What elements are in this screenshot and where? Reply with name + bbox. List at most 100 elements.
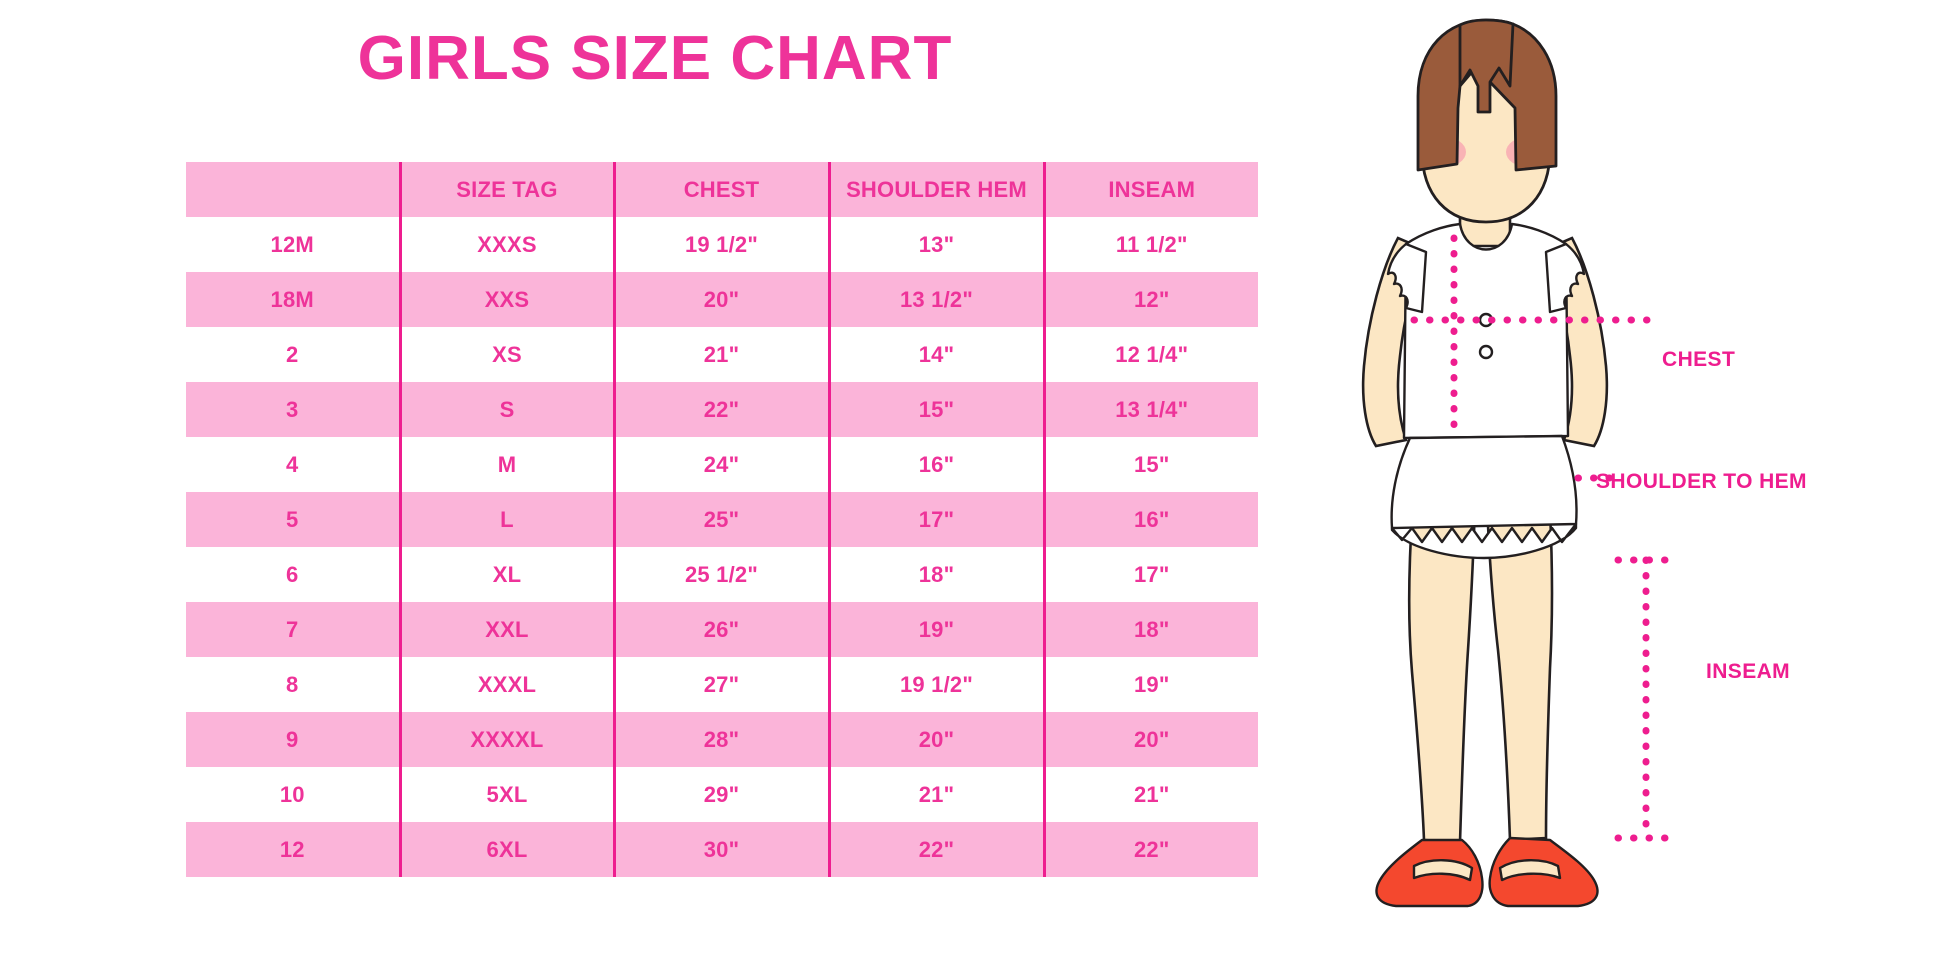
table-row: 18M XXS 20" 13 1/2" 12" bbox=[186, 272, 1258, 327]
annotation-label-inseam: INSEAM bbox=[1706, 660, 1791, 683]
cell-size: 10 bbox=[186, 767, 400, 822]
hair-group bbox=[1416, 18, 1558, 172]
cell-inseam: 12 1/4" bbox=[1042, 327, 1258, 382]
cell-shoulder-hem: 13" bbox=[827, 217, 1044, 272]
cell-size-tag: XXL bbox=[398, 602, 614, 657]
cell-inseam: 20" bbox=[1042, 712, 1258, 767]
size-chart-panel: GIRLS SIZE CHART SIZE TAG CHEST SHOULDER… bbox=[186, 24, 1258, 877]
cell-size: 18M bbox=[186, 272, 400, 327]
page-title: GIRLS SIZE CHART bbox=[357, 24, 953, 93]
cell-chest: 24" bbox=[612, 437, 829, 492]
cell-shoulder-hem: 15" bbox=[827, 382, 1044, 437]
cell-size-tag: XL bbox=[398, 547, 614, 602]
size-table: SIZE TAG CHEST SHOULDER HEM INSEAM 12M X… bbox=[186, 162, 1258, 877]
cell-chest: 19 1/2" bbox=[612, 217, 829, 272]
size-table-container: SIZE TAG CHEST SHOULDER HEM INSEAM 12M X… bbox=[186, 162, 1258, 877]
cell-size-tag: XXXS bbox=[398, 217, 614, 272]
cell-shoulder-hem: 13 1/2" bbox=[827, 272, 1044, 327]
table-row: 4 M 24" 16" 15" bbox=[186, 437, 1258, 492]
button-lower bbox=[1478, 344, 1494, 360]
table-body: 12M XXXS 19 1/2" 13" 11 1/2" 18M XXS 20"… bbox=[186, 217, 1258, 877]
cell-size-tag: XS bbox=[398, 327, 614, 382]
cell-shoulder-hem: 19" bbox=[827, 602, 1044, 657]
table-row: 12M XXXS 19 1/2" 13" 11 1/2" bbox=[186, 217, 1258, 272]
table-row: 5 L 25" 17" 16" bbox=[186, 492, 1258, 547]
cell-chest: 20" bbox=[612, 272, 829, 327]
cell-inseam: 18" bbox=[1042, 602, 1258, 657]
cell-size-tag: XXS bbox=[398, 272, 614, 327]
cell-size: 6 bbox=[186, 547, 400, 602]
cell-chest: 29" bbox=[612, 767, 829, 822]
cell-shoulder-hem: 21" bbox=[827, 767, 1044, 822]
cell-shoulder-hem: 14" bbox=[827, 327, 1044, 382]
cell-shoulder-hem: 18" bbox=[827, 547, 1044, 602]
cell-inseam: 13 1/4" bbox=[1042, 382, 1258, 437]
cell-size-tag: XXXXL bbox=[398, 712, 614, 767]
cell-size: 2 bbox=[186, 327, 400, 382]
shoes-group bbox=[1375, 836, 1599, 908]
cell-inseam: 19" bbox=[1042, 657, 1258, 712]
ruffle-right-shoulder bbox=[1544, 242, 1586, 314]
cell-inseam: 11 1/2" bbox=[1042, 217, 1258, 272]
cell-chest: 28" bbox=[612, 712, 829, 767]
cell-size: 4 bbox=[186, 437, 400, 492]
cell-size: 8 bbox=[186, 657, 400, 712]
hair-fringe-notch bbox=[1458, 18, 1515, 114]
cell-shoulder-hem: 17" bbox=[827, 492, 1044, 547]
cell-chest: 21" bbox=[612, 327, 829, 382]
table-row: 9 XXXXL 28" 20" 20" bbox=[186, 712, 1258, 767]
cell-shoulder-hem: 19 1/2" bbox=[827, 657, 1044, 712]
table-row: 10 5XL 29" 21" 21" bbox=[186, 767, 1258, 822]
girl-figure-illustration bbox=[1361, 18, 1676, 908]
cell-size-tag: 5XL bbox=[398, 767, 614, 822]
right-shoe-strap bbox=[1498, 859, 1562, 882]
ruffle-left-shoulder bbox=[1386, 242, 1428, 314]
cell-size: 12 bbox=[186, 822, 400, 877]
cell-chest: 25" bbox=[612, 492, 829, 547]
column-header-size-tag: SIZE TAG bbox=[398, 162, 614, 217]
table-row: 8 XXXL 27" 19 1/2" 19" bbox=[186, 657, 1258, 712]
left-shoe-strap bbox=[1412, 859, 1474, 882]
table-header-row: SIZE TAG CHEST SHOULDER HEM INSEAM bbox=[186, 162, 1258, 217]
column-header-shoulder-hem: SHOULDER HEM bbox=[827, 162, 1044, 217]
girl-illustration-panel: CHEST SHOULDER TO HEM INSEAM bbox=[1310, 0, 1946, 973]
table-row: 6 XL 25 1/2" 18" 17" bbox=[186, 547, 1258, 602]
cell-size: 5 bbox=[186, 492, 400, 547]
cell-shoulder-hem: 22" bbox=[827, 822, 1044, 877]
cell-size-tag: L bbox=[398, 492, 614, 547]
cell-size: 7 bbox=[186, 602, 400, 657]
cell-size: 12M bbox=[186, 217, 400, 272]
cell-inseam: 22" bbox=[1042, 822, 1258, 877]
cell-chest: 25 1/2" bbox=[612, 547, 829, 602]
cell-inseam: 17" bbox=[1042, 547, 1258, 602]
cell-shoulder-hem: 20" bbox=[827, 712, 1044, 767]
skirt-body bbox=[1390, 434, 1578, 530]
cell-size-tag: 6XL bbox=[398, 822, 614, 877]
cell-chest: 26" bbox=[612, 602, 829, 657]
cell-size-tag: XXXL bbox=[398, 657, 614, 712]
cell-size-tag: S bbox=[398, 382, 614, 437]
cell-inseam: 16" bbox=[1042, 492, 1258, 547]
cell-inseam: 15" bbox=[1042, 437, 1258, 492]
blouse-body bbox=[1402, 222, 1570, 440]
cell-inseam: 12" bbox=[1042, 272, 1258, 327]
table-row: 2 XS 21" 14" 12 1/4" bbox=[186, 327, 1258, 382]
cell-chest: 27" bbox=[612, 657, 829, 712]
cell-chest: 30" bbox=[612, 822, 829, 877]
skirt-ruffle-hem bbox=[1390, 522, 1578, 560]
table-row: 7 XXL 26" 19" 18" bbox=[186, 602, 1258, 657]
cell-chest: 22" bbox=[612, 382, 829, 437]
cell-size-tag: M bbox=[398, 437, 614, 492]
cell-size: 9 bbox=[186, 712, 400, 767]
cell-inseam: 21" bbox=[1042, 767, 1258, 822]
column-header-chest: CHEST bbox=[612, 162, 829, 217]
blouse-group bbox=[1386, 222, 1586, 440]
table-header: SIZE TAG CHEST SHOULDER HEM INSEAM bbox=[186, 162, 1258, 217]
table-row: 3 S 22" 15" 13 1/4" bbox=[186, 382, 1258, 437]
column-header-size bbox=[186, 162, 400, 217]
annotation-label-chest: CHEST bbox=[1662, 348, 1736, 371]
cell-size: 3 bbox=[186, 382, 400, 437]
measurement-guides bbox=[1410, 234, 1676, 842]
skirt-group bbox=[1390, 434, 1578, 560]
column-header-inseam: INSEAM bbox=[1042, 162, 1258, 217]
